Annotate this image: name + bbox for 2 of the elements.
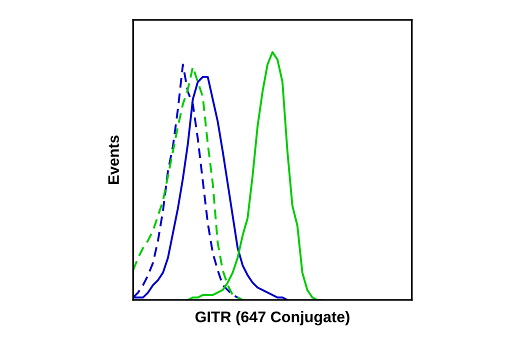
- y-axis-title: Events: [108, 136, 119, 184]
- x-axis-title: GITR (647 Conjugate): [195, 311, 350, 326]
